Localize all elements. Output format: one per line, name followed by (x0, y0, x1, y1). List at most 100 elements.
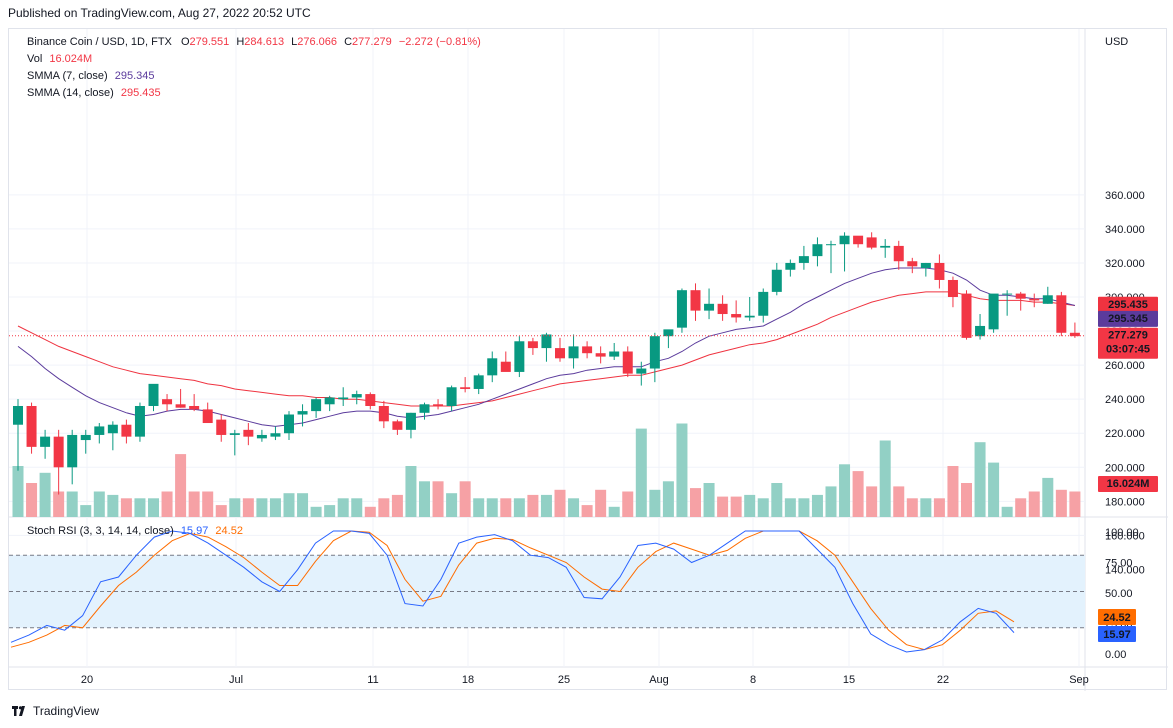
candle-body (731, 314, 742, 318)
candle-body (514, 341, 525, 372)
candle-body (107, 424, 118, 434)
price-tick-label: 340.000 (1105, 224, 1145, 236)
chart-svg[interactable]: 360.000340.000320.000300.000280.000260.0… (9, 29, 1168, 691)
candle-body (1042, 295, 1053, 304)
stoch-tick-label: 0.00 (1105, 649, 1126, 661)
currency-label: USD (1105, 36, 1128, 48)
badge-stoch-d: 24.52 (1103, 612, 1131, 624)
volume-bar (622, 491, 634, 517)
badge-stoch-d-bg (1098, 609, 1136, 625)
stoch-rsi-d-line (10, 530, 1015, 651)
volume-bar (351, 498, 363, 517)
price-tick-label: 220.000 (1105, 428, 1145, 440)
legend-high: 284.613 (244, 36, 285, 48)
candle-body (311, 399, 322, 412)
volume-bar (595, 489, 607, 517)
volume-bar (297, 493, 309, 517)
candle-body (622, 351, 633, 374)
volume-bar (269, 498, 281, 517)
volume-bar (202, 491, 214, 517)
candle-body (609, 351, 620, 357)
candle-body (947, 279, 958, 297)
legend-symbol: Binance Coin / USD, 1D, FTX (27, 36, 172, 48)
candle-body (527, 341, 538, 349)
price-tick-label: 140.000 (1105, 564, 1145, 576)
badge-smma7: 295.345 (1108, 313, 1148, 325)
candle-body (758, 291, 769, 316)
volume-bar (879, 440, 891, 517)
candle-body (500, 361, 511, 372)
candle-body (839, 235, 850, 245)
candle-body (13, 405, 23, 425)
volume-bar (771, 483, 783, 517)
volume-bar (839, 464, 851, 517)
candle-body (663, 329, 674, 337)
volume-bar (419, 481, 430, 517)
candle-body (67, 434, 78, 468)
candle-body (365, 394, 376, 406)
time-tick-label: 25 (558, 674, 570, 686)
candle-body (866, 237, 877, 248)
volume-bar (581, 505, 593, 517)
volume-bar (784, 498, 796, 517)
chart-frame[interactable]: 360.000340.000320.000300.000280.000260.0… (8, 28, 1168, 691)
badge-last-price: 03:07:45 (1106, 344, 1150, 356)
volume-bar (134, 498, 146, 517)
badge-last-price-bg (1098, 327, 1158, 359)
legend-close: 277.279 (352, 36, 392, 48)
candle-body (636, 368, 647, 374)
volume-bar (1042, 477, 1054, 517)
legend-smma14: SMMA (14, close) 295.435 (27, 87, 161, 99)
footer: TradingView (12, 704, 99, 718)
volume-bar (717, 496, 729, 517)
candle-body (649, 336, 660, 369)
legend-open: 279.551 (189, 36, 230, 48)
candle-body (785, 262, 796, 270)
time-tick-label: 20 (81, 674, 93, 686)
candle-body (243, 429, 254, 437)
volume-bar (554, 489, 566, 517)
volume-bar (703, 483, 715, 517)
candle-body (487, 358, 498, 376)
volume-bar (744, 494, 756, 517)
candle-body (988, 293, 999, 330)
candle-body (771, 269, 782, 292)
volume-bar (920, 498, 932, 517)
badge-smma14: 295.435 (1108, 299, 1148, 311)
volume-bar (568, 498, 580, 517)
candle-body (826, 244, 836, 246)
legend-stoch-label: Stoch RSI (3, 3, 14, 14, close) (27, 525, 174, 537)
badge-stoch-k-bg (1098, 626, 1136, 642)
volume-bar (80, 505, 92, 517)
legend-smma14-value: 295.435 (120, 87, 161, 99)
badge-volume: 16.024M (1107, 478, 1150, 490)
volume-bar (364, 506, 376, 517)
price-tick-label: 320.000 (1105, 258, 1145, 270)
legend-stoch-d: 24.52 (215, 525, 243, 537)
candle-body (690, 290, 701, 311)
volume-bar (513, 498, 525, 517)
volume-bar (662, 481, 674, 517)
price-tick-label: 360.000 (1105, 190, 1145, 202)
legend-open-label: O (180, 36, 190, 48)
candle-body (338, 397, 349, 400)
badge-volume-bg (1098, 476, 1158, 492)
volume-bar (825, 486, 837, 517)
time-tick-label: 8 (750, 674, 756, 686)
volume-bar (933, 498, 945, 517)
volume-bar (947, 466, 959, 517)
volume-bar (459, 481, 471, 517)
volume-bar (378, 498, 390, 517)
volume-bar (486, 498, 498, 517)
candle-body (676, 290, 687, 328)
legend-volume-value: 16.024M (49, 53, 93, 65)
candle-body (175, 404, 186, 408)
volume-bar (1055, 489, 1067, 517)
candle-body (853, 235, 864, 245)
candle-body (378, 405, 389, 422)
volume-bar (405, 466, 417, 517)
candle-body (351, 394, 362, 398)
candle-body (94, 426, 105, 435)
candle-body (162, 399, 173, 405)
candle-body (555, 348, 565, 359)
